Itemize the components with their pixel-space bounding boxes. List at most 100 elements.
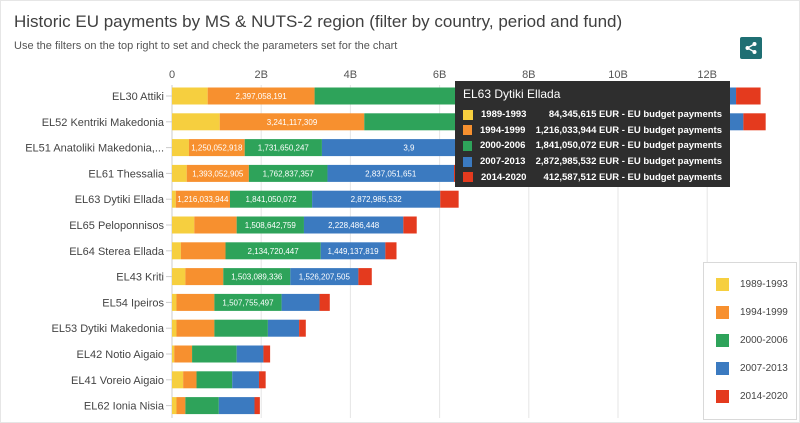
tooltip-period: 2014-2020 — [481, 171, 527, 183]
bar-segment — [327, 164, 455, 182]
bar-segment — [258, 371, 266, 389]
tooltip-row: 2007-2013 2,872,985,532 EUR - EU budget … — [463, 154, 722, 170]
bar-segment — [219, 113, 365, 131]
bar-segment — [254, 397, 260, 415]
bar-segment — [172, 345, 175, 363]
data-label: 1,526,207,505 — [299, 273, 351, 282]
tooltip-value: 412,587,512 EUR - EU budget payments — [543, 171, 722, 183]
category-label: EL54 Ipeiros — [102, 297, 164, 309]
category-label: EL42 Notio Aigaio — [77, 349, 164, 361]
tooltip-period: 2007-2013 — [479, 156, 526, 168]
bar-segment — [736, 87, 761, 105]
category-label: EL63 Dytiki Ellada — [75, 194, 165, 206]
bar-segment — [281, 293, 320, 311]
legend-label: 2007-2013 — [740, 362, 788, 374]
legend-item[interactable]: 2014-2020 — [716, 389, 788, 403]
tooltip-swatch — [463, 109, 473, 120]
legend-item[interactable]: 1989-1993 — [716, 277, 788, 291]
category-label: EL53 Dytiki Makedonia — [51, 323, 164, 335]
category-label: EL61 Thessalia — [88, 168, 165, 180]
bar-segment — [299, 319, 306, 337]
x-tick-label: 12B — [697, 69, 717, 81]
tooltip-swatch — [463, 140, 472, 151]
data-label: 1,762,837,357 — [263, 169, 315, 178]
bar-segment — [180, 242, 226, 260]
legend-swatch — [716, 333, 729, 347]
tooltip-period: 2000-2006 — [479, 140, 526, 152]
legend-label: 1989-1993 — [740, 278, 788, 290]
bar-segment — [214, 319, 268, 337]
bar-segment — [214, 293, 282, 311]
tooltip-period: 1994-1999 — [479, 124, 526, 136]
bar-segment — [176, 397, 186, 415]
legend-item[interactable]: 2000-2006 — [716, 333, 788, 347]
bar-segment — [290, 268, 359, 286]
bar-segment — [172, 87, 208, 105]
bar-segment — [186, 164, 249, 182]
bar-segment — [185, 397, 219, 415]
x-tick-label: 6B — [433, 69, 446, 81]
data-label: 1,216,033,944 — [177, 195, 229, 204]
x-tick-label: 0 — [169, 69, 175, 81]
tooltip-value: 1,216,033,944 EUR - EU budget payments — [535, 124, 722, 136]
category-label: EL62 Ionia Nisia — [84, 401, 165, 413]
legend-item[interactable]: 1994-1999 — [716, 305, 788, 319]
legend-label: 1994-1999 — [740, 306, 788, 318]
bar-segment — [403, 216, 417, 234]
legend-item[interactable]: 2007-2013 — [716, 361, 788, 375]
data-label: 3,9 — [403, 144, 415, 153]
bar-segment — [176, 293, 215, 311]
bar-segment — [320, 242, 386, 260]
bar-segment — [385, 242, 397, 260]
tooltip-value: 2,872,985,532 EUR - EU budget payments — [535, 156, 722, 168]
tooltip-period: 1989-1993 — [481, 109, 527, 121]
x-tick-label: 8B — [522, 69, 535, 81]
tooltip-row: 1989-1993 84,345,615 EUR - EU budget pay… — [463, 107, 722, 123]
bar-segment — [185, 268, 224, 286]
bar-segment — [172, 268, 186, 286]
tooltip-value: 84,345,615 EUR - EU budget payments — [548, 109, 722, 121]
bar-segment — [172, 293, 177, 311]
share-button[interactable] — [740, 37, 762, 59]
bar-segment — [172, 190, 176, 208]
bar-segment — [188, 139, 245, 157]
category-label: EL43 Kriti — [116, 272, 164, 284]
data-label: 3,241,117,309 — [267, 118, 318, 127]
data-label: 1,507,755,497 — [222, 298, 274, 307]
bar-segment — [303, 216, 404, 234]
bar-segment — [207, 87, 315, 105]
legend-swatch — [716, 305, 729, 319]
category-label: EL52 Kentriki Makedonia — [42, 117, 165, 129]
bar-segment — [236, 216, 304, 234]
tooltip-swatch — [463, 125, 472, 136]
data-label: 1,503,089,336 — [231, 273, 283, 282]
bar-segment — [319, 293, 330, 311]
chart-legend: 1989-1993 1994-1999 2000-2006 2007-2013 … — [703, 262, 797, 420]
data-label: 2,134,720,447 — [248, 247, 300, 256]
data-label: 2,837,051,651 — [365, 169, 417, 178]
data-label: 2,872,985,532 — [351, 195, 403, 204]
bar-segment — [218, 397, 255, 415]
share-icon — [745, 42, 757, 54]
category-label: EL41 Voreio Aigaio — [71, 375, 164, 387]
bar-segment — [232, 371, 259, 389]
tooltip: EL63 Dytiki Ellada 1989-1993 84,345,615 … — [455, 81, 730, 187]
data-label: 2,397,058,191 — [236, 92, 288, 101]
bar-segment — [358, 268, 372, 286]
data-label: 1,508,642,759 — [245, 221, 297, 230]
bar-segment — [196, 371, 233, 389]
data-label: 1,250,052,918 — [191, 144, 243, 153]
bar-segment — [267, 319, 300, 337]
bar-segment — [172, 164, 187, 182]
bar-segment — [743, 113, 766, 131]
bar-segment — [312, 190, 441, 208]
bar-segment — [194, 216, 237, 234]
data-label: 2,228,486,448 — [328, 221, 380, 230]
tooltip-swatch — [463, 172, 473, 183]
bar-segment — [321, 139, 496, 157]
tooltip-title: EL63 Dytiki Ellada — [463, 87, 561, 101]
data-label: 1,731,650,247 — [258, 144, 310, 153]
data-label: 1,841,050,072 — [245, 195, 297, 204]
bar-segment — [183, 371, 197, 389]
tooltip-value: 1,841,050,072 EUR - EU budget payments — [535, 140, 722, 152]
